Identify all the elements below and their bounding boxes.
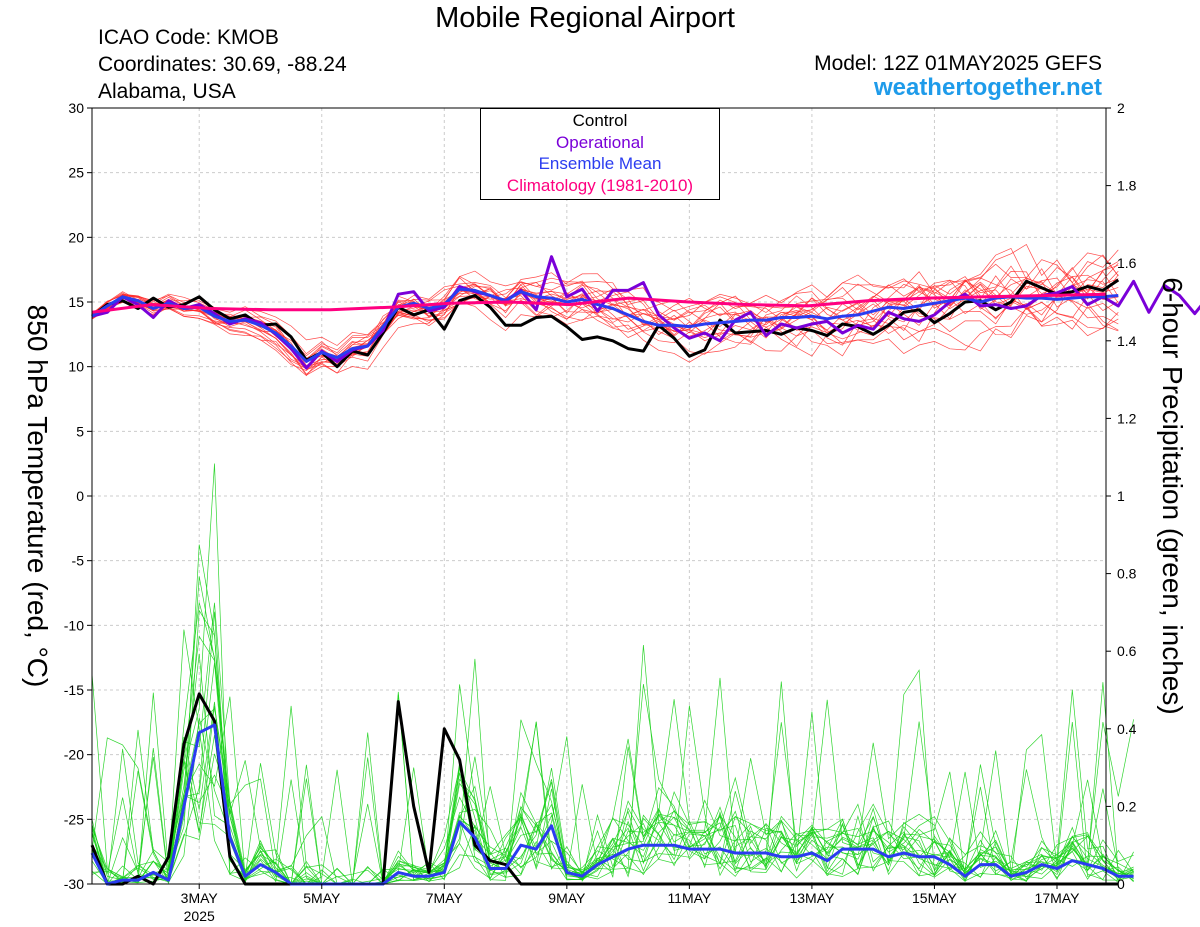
temp-operational-line <box>91 255 1200 370</box>
tick-label-y2: 0.2 <box>1117 798 1137 814</box>
legend: Control Operational Ensemble Mean Climat… <box>480 108 720 200</box>
legend-operational: Operational <box>556 132 644 152</box>
tick-label-y: -30 <box>64 876 84 892</box>
tick-label-y: -10 <box>64 617 84 633</box>
grid-lines <box>92 107 1106 885</box>
tick-label-y: -25 <box>64 811 84 827</box>
precip-control-line <box>90 692 1119 886</box>
tick-label-y2: 1.2 <box>1117 410 1137 426</box>
tick-label-y2: 2 <box>1117 100 1125 116</box>
right-axis-ticks: 2 1.8 1.6 1.4 1.2 1 0.8 0.6 0.4 0.2 0 <box>1106 100 1137 892</box>
x-axis-ticks: 3MAY 2025 5MAY 7MAY 9MAY 11MAY 13MAY 15MAY 17MAY <box>181 884 1080 924</box>
temp-member-line <box>91 262 1119 362</box>
tick-label-y2: 1.6 <box>1117 255 1137 271</box>
tick-label-y: 20 <box>68 229 84 245</box>
precip-member-line <box>91 629 1134 885</box>
tick-label-x: 15MAY <box>912 890 958 906</box>
temp-ensemble-mean-line <box>91 287 1119 363</box>
tick-label-y: 15 <box>68 294 84 310</box>
tick-label-y2: 0 <box>1117 876 1125 892</box>
tick-label-y2: 1.8 <box>1117 178 1137 194</box>
tick-label-y2: 0.4 <box>1117 721 1137 737</box>
precip-member-line <box>91 602 1134 885</box>
site-link[interactable]: weathertogether.net <box>873 74 1102 101</box>
precip-member-line <box>91 635 1134 885</box>
tick-label-y2: 0.8 <box>1117 566 1137 582</box>
temp-member-line <box>91 254 1119 366</box>
tick-label-y: 5 <box>76 423 84 439</box>
temp-member-line <box>91 276 1119 377</box>
temp-climatology-line <box>91 292 1107 314</box>
chart-title: Mobile Regional Airport <box>435 2 735 34</box>
precip-member-line <box>91 611 1134 885</box>
tick-label-x: 9MAY <box>548 890 586 906</box>
series-lines <box>90 255 1200 886</box>
tick-label-y: -15 <box>64 682 84 698</box>
precip-ensemble-mean-line <box>90 723 1134 886</box>
legend-control: Control <box>572 111 628 130</box>
icao-code: ICAO Code: KMOB <box>98 26 279 49</box>
tick-label-x: 17MAY <box>1035 890 1081 906</box>
y-axis-label: 850 hPa Temperature (red, °C) <box>22 305 53 688</box>
tick-label-y: 30 <box>68 100 84 116</box>
precip-member-line <box>91 717 1134 885</box>
precip-member-line <box>91 609 1134 885</box>
precip-member-line <box>91 602 1134 885</box>
precip-member-line <box>91 677 1134 885</box>
legend-ensemble-mean: Ensemble Mean <box>538 154 662 173</box>
tick-label-y: -5 <box>72 553 85 569</box>
tick-label-x: 11MAY <box>667 890 711 906</box>
tick-label-y2: 1.4 <box>1117 333 1137 349</box>
tick-sublabel-x: 2025 <box>184 908 215 924</box>
tick-label-y2: 0.6 <box>1117 643 1137 659</box>
tick-label-y: -20 <box>64 747 84 763</box>
tick-label-x: 3MAY <box>181 890 219 906</box>
tick-label-y2: 1 <box>1117 488 1125 504</box>
model-run: Model: 12Z 01MAY2025 GEFS <box>814 52 1102 75</box>
precip-member-line <box>91 691 1134 885</box>
tick-label-y: 0 <box>76 488 84 504</box>
y2-axis-label: 6-hour Precipitation (green, inches) <box>1157 277 1188 714</box>
precip-member-line <box>91 544 1134 885</box>
precip-member-line <box>91 705 1134 885</box>
tick-label-x: 5MAY <box>303 890 341 906</box>
tick-label-y: 10 <box>68 359 84 375</box>
left-axis-ticks: 30 25 20 15 10 5 0 -5 -10 -15 -20 -25 -30 <box>64 100 92 892</box>
temp-member-line <box>91 273 1119 367</box>
temp-member-line <box>91 261 1119 374</box>
legend-climatology: Climatology (1981-2010) <box>506 175 694 195</box>
precip-member-line <box>91 463 1134 886</box>
tick-label-y: 25 <box>68 165 84 181</box>
tick-label-x: 7MAY <box>426 890 464 906</box>
coordinates: Coordinates: 30.69, -88.24 <box>98 53 347 76</box>
tick-label-x: 13MAY <box>789 890 835 906</box>
region: Alabama, USA <box>98 80 236 103</box>
